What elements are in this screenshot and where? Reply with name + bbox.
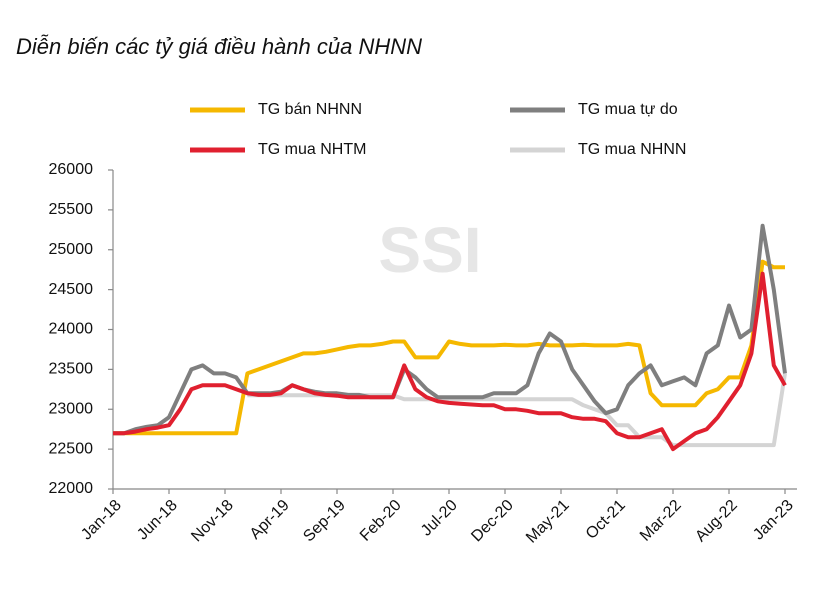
y-tick-label: 23000 — [49, 400, 94, 417]
y-tick-label: 24500 — [49, 281, 94, 298]
legend-label: TG bán NHNN — [258, 101, 362, 118]
x-tick-label: Jul-20 — [418, 497, 461, 540]
y-tick-label: 26000 — [49, 161, 94, 178]
y-tick-label: 22000 — [49, 480, 94, 497]
y-tick-label: 24000 — [49, 321, 94, 338]
x-tick-label: Sep-19 — [300, 497, 349, 546]
legend-label: TG mua tự do — [578, 101, 678, 118]
x-tick-label: Dec-20 — [468, 497, 517, 546]
series-line — [113, 259, 785, 436]
legend-label: TG mua NHTM — [258, 141, 366, 158]
y-tick-label: 23500 — [49, 361, 94, 378]
x-tick-label: Jan-23 — [750, 497, 797, 544]
y-tick-label: 25500 — [49, 201, 94, 218]
x-tick-label: Jun-18 — [134, 497, 181, 544]
x-tick-label: Jan-18 — [78, 497, 125, 544]
series-line — [113, 223, 787, 436]
x-tick-label: Oct-21 — [583, 497, 629, 543]
x-tick-label: May-21 — [523, 497, 573, 547]
chart-title: Diễn biến các tỷ giá điều hành của NHNN — [16, 34, 422, 59]
y-tick-label: 25000 — [49, 241, 94, 258]
x-tick-label: Feb-20 — [357, 497, 405, 545]
watermark: SSI — [378, 214, 481, 286]
legend-label: TG mua NHNN — [578, 141, 686, 158]
x-tick-label: Mar-22 — [637, 497, 685, 545]
series-line — [113, 271, 787, 452]
x-tick-label: Apr-19 — [247, 497, 293, 543]
y-tick-label: 22500 — [49, 440, 94, 457]
x-tick-label: Aug-22 — [692, 497, 741, 546]
x-tick-label: Nov-18 — [188, 497, 237, 546]
